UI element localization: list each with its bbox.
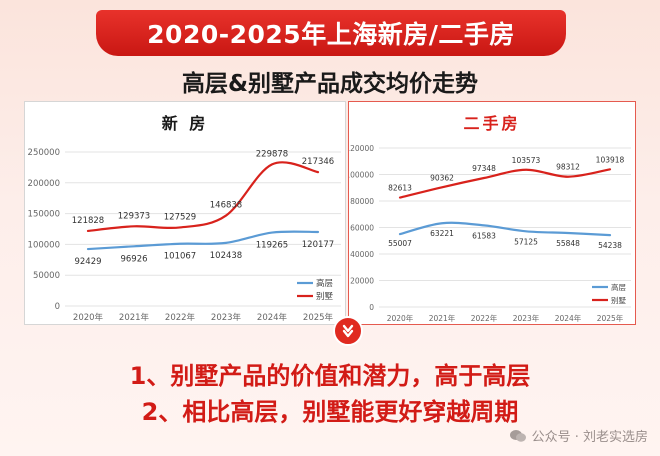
- new-home-chart-panel: 新 房 0 50000 100000 150000 200000 250000 2020年 2…: [24, 101, 346, 325]
- x-tick-label: 2022年: [471, 313, 498, 323]
- y-tick-label: 100000: [28, 240, 60, 250]
- wechat-icon: [509, 429, 526, 442]
- data-label: 98312: [556, 163, 580, 172]
- new-home-chart: 0 50000 100000 150000 200000 250000 2020年 2021年…: [28, 148, 341, 323]
- data-label: 92429: [74, 257, 101, 267]
- data-label: 54238: [598, 241, 622, 250]
- x-tick-label: 2021年: [119, 312, 150, 323]
- x-tick-label: 2023年: [211, 312, 242, 323]
- x-tick-label: 2022年: [165, 312, 196, 323]
- y-tick-label: 40000: [350, 250, 374, 259]
- down-arrow-icon: [333, 316, 363, 346]
- data-label: 57125: [514, 237, 538, 246]
- data-label: 90362: [430, 173, 454, 182]
- data-label: 97348: [472, 164, 496, 173]
- y-tick-label: 0: [369, 303, 374, 312]
- data-label: 103918: [596, 155, 625, 164]
- legend-label: 高层: [316, 278, 333, 289]
- x-tick-label: 2025年: [597, 313, 624, 323]
- banner-title: 2020-2025年上海新房/二手房: [96, 10, 566, 56]
- y-tick-label: 100000: [349, 171, 374, 180]
- data-label: 103573: [512, 156, 541, 165]
- y-tick-label: 200000: [28, 179, 60, 189]
- data-label: 96926: [120, 254, 147, 264]
- watermark-text: 公众号 · 刘老实选房: [531, 430, 648, 445]
- series-line: [398, 221, 612, 237]
- y-tick-label: 120000: [349, 144, 374, 153]
- y-tick-label: 80000: [350, 197, 374, 206]
- data-label: 101067: [164, 252, 196, 262]
- data-label: 120177: [302, 240, 334, 250]
- data-label: 119265: [256, 241, 288, 251]
- legend-label: 别墅: [316, 291, 334, 302]
- series-line: [86, 230, 320, 251]
- takeaway-line-1: 1、别墅产品的价值和潜力，高于高层: [129, 362, 531, 390]
- y-tick-label: 50000: [33, 271, 60, 281]
- series-line: [398, 168, 612, 199]
- resale-chart: 0 20000 40000 60000 80000 100000 120000 2020年 20…: [349, 144, 631, 323]
- x-tick-label: 2025年: [303, 312, 334, 323]
- data-label: 55848: [556, 239, 580, 248]
- data-label: 121828: [72, 216, 104, 226]
- y-tick-label: 250000: [28, 148, 60, 158]
- series-line: [86, 161, 320, 233]
- x-tick-label: 2024年: [555, 313, 582, 323]
- chart-title: 新 房: [161, 114, 209, 133]
- data-label: 129373: [118, 211, 150, 221]
- data-label: 146838: [210, 201, 242, 211]
- y-tick-label: 0: [55, 302, 60, 312]
- y-tick-label: 20000: [350, 277, 374, 286]
- y-tick-label: 60000: [350, 224, 374, 233]
- data-label: 63221: [430, 229, 454, 238]
- resale-chart-panel: 二手房 0 20000 40000 60000 80000 100000 120000 202…: [348, 101, 636, 325]
- x-tick-label: 2023年: [513, 313, 540, 323]
- data-label: 61583: [472, 231, 496, 240]
- data-label: 82613: [388, 184, 412, 193]
- x-tick-label: 2024年: [257, 312, 288, 323]
- x-tick-label: 2020年: [387, 313, 414, 323]
- watermark: 公众号 · 刘老实选房: [509, 426, 648, 445]
- data-label: 55007: [388, 239, 412, 248]
- data-label: 217346: [302, 157, 334, 167]
- takeaway-line-2: 2、相比高层，别墅能更好穿越周期: [141, 398, 519, 426]
- y-tick-label: 150000: [28, 210, 60, 220]
- chart-title: 二手房: [463, 114, 521, 133]
- x-tick-label: 2021年: [429, 313, 456, 323]
- x-tick-label: 2020年: [73, 312, 104, 323]
- legend-label: 别墅: [611, 295, 626, 305]
- data-label: 102438: [210, 251, 242, 261]
- data-label: 229878: [256, 149, 288, 159]
- legend-label: 高层: [611, 282, 626, 292]
- page-subtitle: 高层&别墅产品成交均价走势: [181, 71, 479, 97]
- data-label: 127529: [164, 212, 196, 222]
